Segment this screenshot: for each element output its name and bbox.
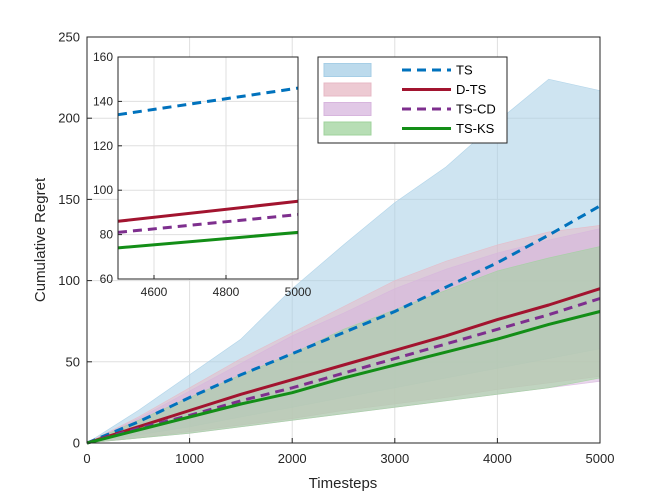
y-tick-label: 50: [66, 354, 80, 369]
y-tick-label: 100: [58, 273, 80, 288]
x-tick-label: 3000: [380, 451, 409, 466]
inset-y-tick-label: 120: [93, 139, 113, 153]
inset-x-tick-label: 5000: [285, 285, 312, 299]
plot-frame: [86, 36, 601, 444]
inset-y-axis-ticks: 60 80 100 120 140 160: [93, 50, 122, 286]
inset-line-ts: [117, 86, 299, 117]
y-axis-label: Cumulative Regret: [32, 177, 49, 302]
inset-mean-lines: [117, 86, 299, 250]
x-tick-label: 2000: [278, 451, 307, 466]
inset-plot: 4600 4800 5000 60 80 100 120 140 160: [93, 50, 312, 299]
x-tick-label: 4000: [483, 451, 512, 466]
inset-y-tick-label: 60: [100, 272, 114, 286]
legend-label-ts-ks: TS-KS: [456, 121, 495, 136]
inset-y-tick-label: 140: [93, 94, 113, 108]
line-ts-cd: [86, 297, 601, 445]
x-tick-label: 1000: [175, 451, 204, 466]
legend-label-ts-cd: TS-CD: [456, 102, 496, 117]
y-tick-label: 200: [58, 111, 80, 126]
inset-line-ts-ks: [117, 230, 299, 250]
legend-swatch-ts-cd: [323, 102, 372, 116]
inset-y-tick-label: 160: [93, 50, 113, 64]
legend: TS D-TS TS-CD TS-KS: [317, 56, 508, 144]
inset-x-axis-ticks: 4600 4800 5000: [141, 275, 312, 299]
legend-label-d-ts: D-TS: [456, 82, 487, 97]
mean-lines: [86, 204, 601, 445]
inset-line-ts-cd: [117, 213, 299, 234]
line-ts: [86, 204, 601, 445]
inset-x-tick-label: 4800: [213, 285, 240, 299]
legend-label-ts: TS: [456, 63, 473, 78]
inset-x-tick-label: 4600: [141, 285, 168, 299]
x-tick-label: 5000: [586, 451, 615, 466]
legend-swatch-d-ts: [323, 82, 372, 97]
inset-frame: [117, 56, 299, 280]
line-d-ts: [86, 287, 601, 445]
y-tick-label: 150: [58, 192, 80, 207]
legend-swatch-ts-ks: [323, 121, 372, 136]
y-axis-ticks: 0 50 100 150 200 250: [58, 30, 92, 451]
x-tick-label: 0: [83, 451, 90, 466]
legend-entries: TS D-TS TS-CD TS-KS: [323, 63, 496, 136]
x-axis-label: Timesteps: [309, 475, 378, 492]
inset-line-d-ts: [117, 199, 299, 223]
inset-y-tick-label: 80: [100, 228, 114, 242]
y-tick-label: 0: [73, 436, 80, 451]
legend-swatch-ts: [323, 63, 372, 77]
line-ts-ks: [86, 310, 601, 445]
y-tick-label: 250: [58, 30, 80, 45]
inset-y-tick-label: 100: [93, 183, 113, 197]
x-axis-ticks: 0 1000 2000 3000 4000 5000: [83, 438, 614, 466]
